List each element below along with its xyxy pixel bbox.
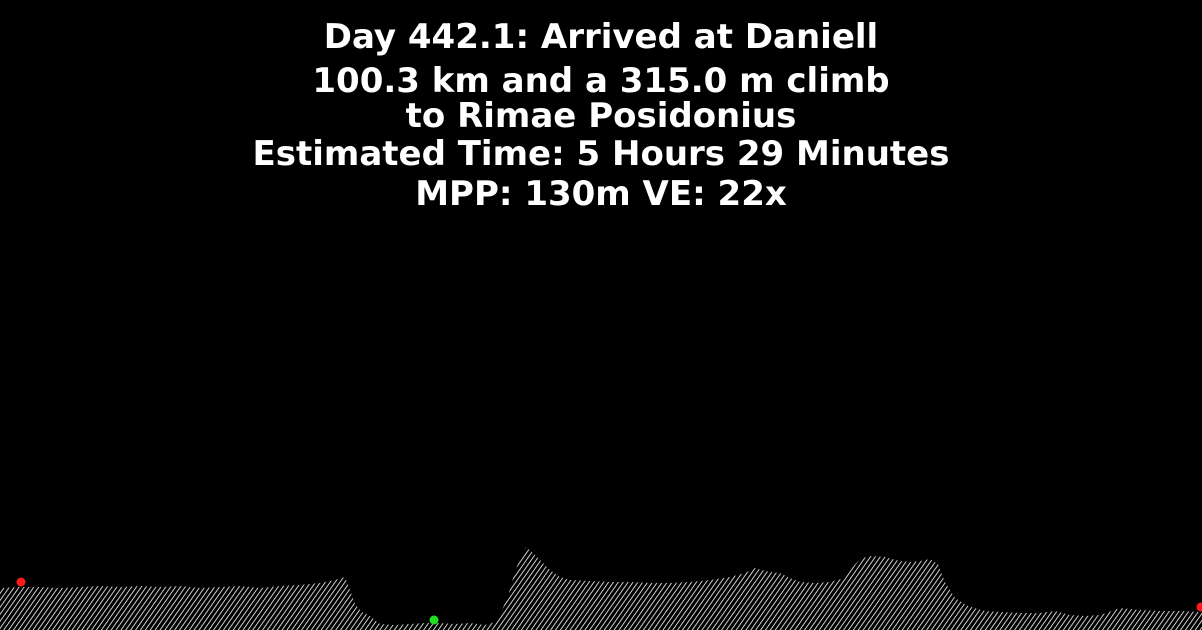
estimated-time-text: Estimated Time: 5 Hours 29 Minutes xyxy=(252,134,950,175)
distance-climb-text: 100.3 km and a 315.0 m climb xyxy=(312,60,890,101)
terrain-silhouette xyxy=(0,547,1202,630)
profile-markers xyxy=(16,577,1202,625)
day-arrival-title: Day 442.1: Arrived at Daniell xyxy=(323,17,879,57)
current-position-marker xyxy=(429,615,439,625)
destination-text: to Rimae Posidonius xyxy=(405,96,797,137)
route-info-header: Day 442.1: Arrived at Daniell 100.3 km a… xyxy=(0,17,1202,214)
end-marker xyxy=(1196,602,1202,612)
mpp-ve-text: MPP: 130m VE: 22x xyxy=(415,173,787,214)
start-marker xyxy=(16,577,26,587)
